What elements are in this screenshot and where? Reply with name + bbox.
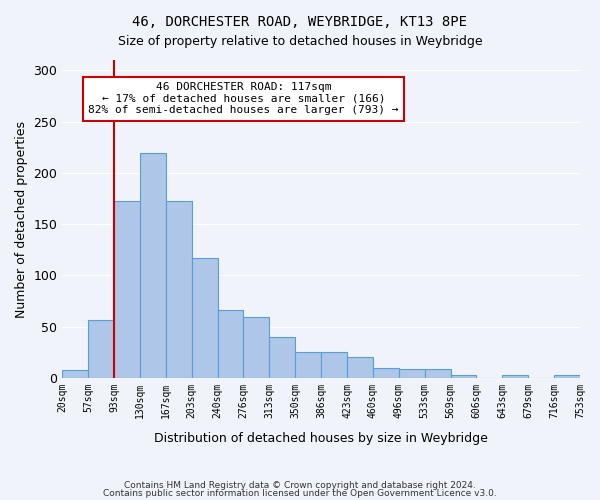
- Bar: [295, 352, 321, 378]
- Text: 46 DORCHESTER ROAD: 117sqm
← 17% of detached houses are smaller (166)
82% of sem: 46 DORCHESTER ROAD: 117sqm ← 17% of deta…: [88, 82, 399, 116]
- Bar: [166, 200, 192, 378]
- Text: Size of property relative to detached houses in Weybridge: Size of property relative to detached ho…: [118, 35, 482, 48]
- X-axis label: Distribution of detached houses by size in Weybridge: Distribution of detached houses by size …: [154, 432, 488, 445]
- Bar: [554, 375, 580, 378]
- Text: Contains public sector information licensed under the Open Government Licence v3: Contains public sector information licen…: [103, 488, 497, 498]
- Bar: [425, 369, 451, 378]
- Bar: [140, 154, 166, 378]
- Y-axis label: Number of detached properties: Number of detached properties: [15, 120, 28, 318]
- Bar: [114, 200, 140, 378]
- Bar: [502, 375, 528, 378]
- Bar: [451, 375, 476, 378]
- Bar: [373, 368, 399, 378]
- Bar: [218, 310, 244, 378]
- Bar: [244, 318, 269, 378]
- Bar: [62, 370, 88, 378]
- Bar: [347, 358, 373, 378]
- Text: 46, DORCHESTER ROAD, WEYBRIDGE, KT13 8PE: 46, DORCHESTER ROAD, WEYBRIDGE, KT13 8PE: [133, 15, 467, 29]
- Bar: [269, 337, 295, 378]
- Bar: [88, 320, 114, 378]
- Text: Contains HM Land Registry data © Crown copyright and database right 2024.: Contains HM Land Registry data © Crown c…: [124, 481, 476, 490]
- Bar: [321, 352, 347, 378]
- Bar: [192, 258, 218, 378]
- Bar: [399, 369, 425, 378]
